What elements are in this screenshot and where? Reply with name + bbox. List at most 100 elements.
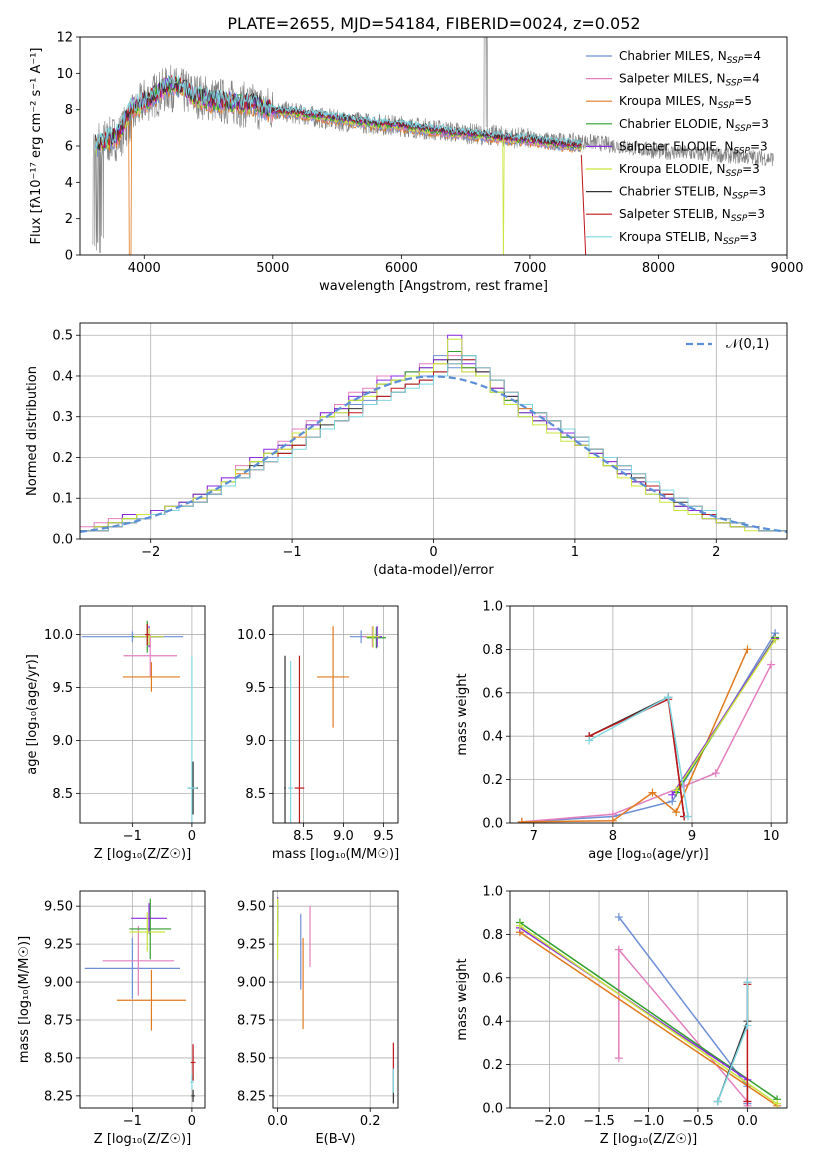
weight-marker-chabrier_miles (614, 913, 623, 922)
normal-curve (80, 375, 787, 533)
y-tick-label: 0.0 (52, 533, 73, 548)
y-axis-label: Normed distribution (25, 366, 40, 496)
legend-label-chabrier_stelib: Chabrier STELIB, NSSP=3 (619, 185, 766, 202)
plot-area (517, 629, 780, 823)
panel-mass_vs_ebv: 0.0 0.2 8.25 8.50 8.75 9.00 9.25 9.50 E(B-V) (237, 890, 399, 1147)
y-tick-label: 0.5 (52, 329, 73, 344)
y-tick-label: 9.25 (237, 938, 266, 953)
x-tick-label: 7000 (513, 261, 546, 276)
x-tick-label: 9000 (770, 261, 803, 276)
y-tick-label: 10.0 (44, 628, 73, 643)
plot-area (92, 37, 774, 255)
y-tick-label: 9.5 (52, 681, 73, 696)
legend-label-salpeter_stelib: Salpeter STELIB, NSSP=3 (619, 207, 765, 224)
legend-label-chabrier_elodie: Chabrier ELODIE, NSSP=3 (619, 117, 769, 134)
x-tick-label: 0.0 (737, 1114, 758, 1129)
panel-age_vs_mass: 8.5 9.0 9.5 8.5 9.0 9.5 10.0 mass [log₁₀(M/M☉)] (237, 605, 399, 862)
y-tick-label: 0.3 (52, 410, 73, 425)
y-tick-label: 8.75 (237, 1013, 266, 1028)
weight-marker-kroupa_miles (517, 817, 526, 823)
x-tick-label: 0.0 (267, 1114, 288, 1129)
y-tick-label: 10 (56, 67, 73, 82)
plot-area (81, 620, 198, 823)
x-tick-label: 1 (571, 545, 579, 560)
y-tick-label: 9.00 (44, 976, 73, 991)
x-tick-label: 9 (688, 829, 696, 844)
x-tick-label: 0 (188, 829, 196, 844)
axes-frame (79, 36, 788, 256)
legend: 𝒩(0,1) (686, 337, 769, 352)
panel-weight_vs_Z: −2.0 −1.5 −1.0 −0.5 0.0 0.0 0.2 0.4 0.6 0.8 1.0 Z [… (455, 885, 788, 1147)
weight-marker-salpeter_miles (614, 1054, 623, 1063)
panel-mass_vs_Z: −1 0 8.25 8.50 8.75 9.00 9.25 9.50 Z [log₁₀(Z/Z☉… (17, 890, 206, 1147)
y-tick-label: 8.25 (237, 1089, 266, 1104)
x-tick-label: −1 (123, 1114, 142, 1129)
weight-line-kroupa_elodie (675, 639, 776, 791)
y-tick-label: 10.0 (237, 628, 266, 643)
y-axis-label: mass [log₁₀(M/M☉)] (17, 936, 32, 1063)
y-tick-label: 0.1 (52, 492, 73, 507)
x-tick-label: −1.5 (583, 1114, 615, 1129)
x-tick-label: 2 (712, 545, 720, 560)
y-tick-label: 0.0 (482, 1102, 503, 1117)
weight-marker-kroupa_stelib (684, 812, 693, 821)
legend-label-normal: 𝒩(0,1) (726, 337, 769, 352)
x-axis-label: E(B-V) (315, 1132, 355, 1147)
axes-frame (79, 322, 788, 540)
y-tick-label: 12 (56, 31, 73, 46)
axes-frame (509, 890, 788, 1109)
weight-marker-kroupa_elodie (771, 635, 780, 644)
y-tick-label: 9.25 (44, 938, 73, 953)
x-tick-label: −2.0 (534, 1114, 566, 1129)
x-axis-label: mass [log₁₀(M/M☉)] (272, 847, 399, 862)
weight-marker-salpeter_miles (767, 660, 776, 669)
legend-label-salpeter_miles: Salpeter MILES, NSSP=4 (619, 72, 760, 89)
plot-area (80, 334, 787, 539)
x-axis-label: (data-model)/error (373, 563, 494, 578)
y-tick-label: 0.8 (482, 643, 503, 658)
y-tick-label: 1.0 (482, 600, 503, 615)
y-tick-label: 8.5 (52, 787, 73, 802)
x-axis-label: wavelength [Angstrom, rest frame] (319, 279, 548, 294)
x-tick-label: 7 (530, 829, 538, 844)
panel-age_vs_Z: −1 0 8.5 9.0 9.5 10.0 Z [log₁₀(Z/Z☉)] age [log₁… (25, 605, 206, 862)
y-tick-label: 0.4 (52, 369, 73, 384)
weight-marker-salpeter_miles (614, 945, 623, 954)
axes-frame (272, 890, 399, 1109)
y-tick-label: 0.2 (52, 451, 73, 466)
histogram-kroupa_stelib (80, 355, 787, 539)
y-tick-label: 0.2 (482, 773, 503, 788)
x-tick-label: 10 (763, 829, 780, 844)
weight-marker-salpeter_miles (711, 769, 720, 778)
y-tick-label: 8.50 (44, 1051, 73, 1066)
weight-line-kroupa_miles (519, 931, 778, 1107)
y-tick-label: 0.4 (482, 1015, 503, 1030)
weight-marker-kroupa_miles (672, 808, 681, 817)
y-tick-label: 9.00 (237, 976, 266, 991)
y-tick-label: 8.50 (237, 1051, 266, 1066)
axes-frame (509, 605, 788, 824)
y-tick-label: 9.50 (237, 900, 266, 915)
weight-line-chabrier_elodie (519, 921, 778, 1100)
y-axis-label: mass weight (455, 958, 470, 1040)
x-axis-label: age [log₁₀(age/yr)] (588, 847, 709, 862)
weight-marker-kroupa_miles (743, 645, 752, 654)
weight-marker-kroupa_elodie (773, 1099, 782, 1108)
x-tick-label: 8 (609, 829, 617, 844)
legend-label-salpeter_elodie: Salpeter ELODIE, NSSP=3 (619, 139, 768, 156)
weight-marker-salpeter_stelib (743, 1097, 752, 1106)
axes-frame (272, 605, 399, 824)
weight-marker-kroupa_elodie (672, 786, 681, 795)
y-tick-label: 8 (65, 103, 73, 118)
y-tick-label: 0.2 (482, 1058, 503, 1073)
x-tick-label: 4000 (128, 261, 161, 276)
plot-area (515, 913, 782, 1108)
legend: Chabrier MILES, NSSP=4 Salpeter MILES, NS… (586, 49, 769, 247)
y-tick-label: 0 (65, 249, 73, 264)
y-tick-label: 0.6 (482, 686, 503, 701)
y-tick-label: 6 (65, 140, 73, 155)
x-tick-label: 5000 (256, 261, 289, 276)
x-tick-label: 8.5 (293, 829, 314, 844)
x-tick-label: 0 (429, 545, 437, 560)
